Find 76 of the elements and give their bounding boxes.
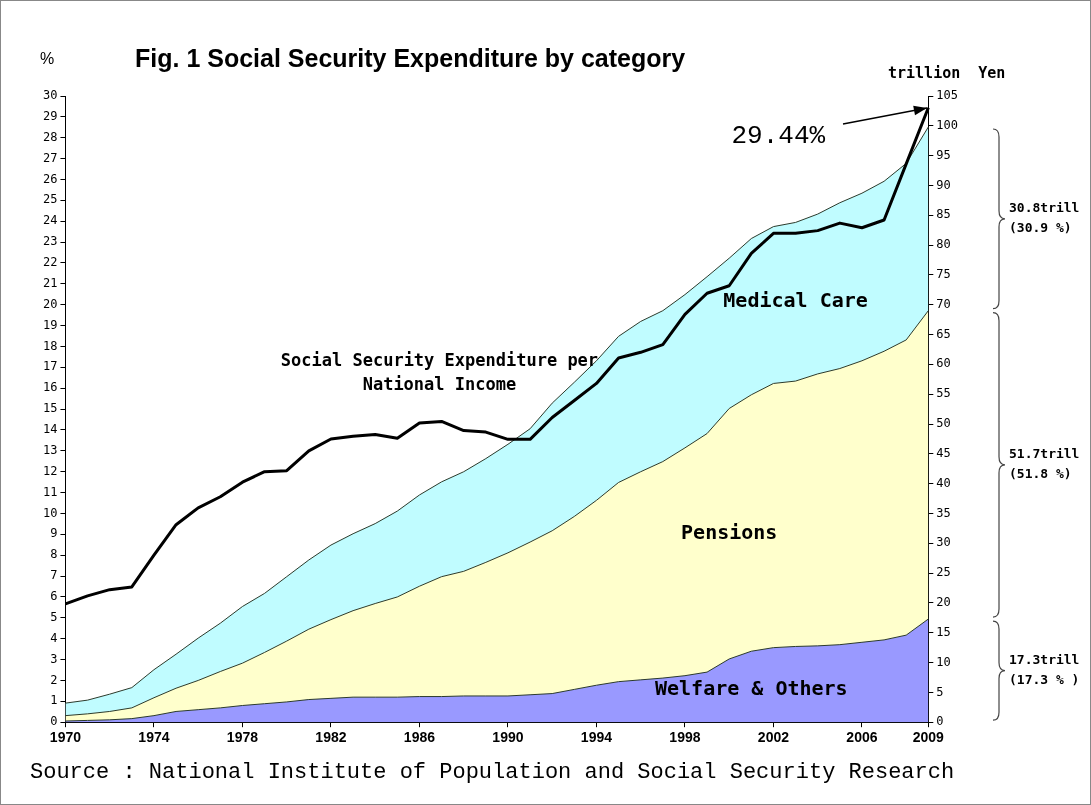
- y-tick-label: 12: [43, 463, 58, 478]
- y2-tick-label: 20: [936, 595, 951, 610]
- y-tick-label: 29: [43, 109, 58, 123]
- x-tick-label: 2002: [757, 729, 790, 746]
- y-tick-label: 26: [43, 171, 58, 186]
- y-tick-label: 8: [50, 547, 58, 562]
- y-tick-label: 15: [43, 401, 58, 416]
- y-tick-label: 28: [43, 129, 58, 144]
- x-tick-label: 2006: [846, 729, 878, 746]
- y2-tick-label: 45: [936, 445, 951, 460]
- y-tick-label: 22: [43, 255, 58, 270]
- y2-tick-label: 10: [936, 654, 951, 669]
- y-tick-label: 27: [43, 150, 58, 165]
- annotation: 29.44%: [731, 120, 826, 151]
- y2-axis-title: trillion Yen: [888, 64, 1006, 82]
- y2-tick-label: 55: [936, 386, 951, 401]
- y2-tick-label: 105: [936, 88, 959, 103]
- x-tick-label: 1978: [226, 729, 259, 746]
- x-tick-label: 1986: [403, 729, 436, 746]
- y-tick-label: 5: [50, 609, 58, 624]
- y2-tick-label: 95: [936, 147, 951, 162]
- y2-tick-label: 0: [936, 714, 944, 729]
- y2-tick-label: 30: [936, 535, 951, 550]
- y-tick-label: 6: [50, 589, 58, 604]
- x-tick-label: 1974: [138, 729, 170, 746]
- y-tick-label: 16: [43, 380, 58, 395]
- y2-tick-label: 25: [936, 565, 951, 580]
- y-tick-label: 11: [43, 484, 58, 499]
- y-tick-label: 9: [50, 526, 58, 541]
- y-tick-label: 13: [43, 442, 58, 457]
- y-tick-label: 2: [50, 672, 58, 687]
- y-tick-label: 30: [43, 88, 58, 103]
- text: 17.3trill (17.3 % ): [1009, 651, 1080, 687]
- y-tick-label: 24: [43, 213, 58, 228]
- y2-tick-label: 65: [936, 326, 951, 341]
- y-tick-label: 18: [43, 338, 58, 353]
- x-tick-label: 1994: [580, 729, 613, 746]
- y2-tick-label: 90: [936, 177, 951, 192]
- x-tick-label: 1998: [669, 729, 701, 746]
- y2-tick-label: 40: [936, 475, 951, 490]
- y-tick-label: 4: [50, 630, 58, 645]
- series-label: Social Security Expenditure per National Income: [280, 349, 599, 394]
- y2-tick-label: 60: [936, 356, 951, 371]
- y-tick-label: 10: [43, 505, 58, 520]
- y2-tick-label: 75: [936, 267, 951, 282]
- y2-tick-label: 35: [936, 505, 951, 520]
- y-tick-label: 7: [50, 568, 58, 583]
- y2-tick-label: 80: [936, 237, 951, 252]
- y-tick-label: 20: [43, 296, 58, 311]
- y2-tick-label: 5: [936, 684, 944, 699]
- x-tick-label: 2009: [912, 729, 945, 746]
- y2-tick-label: 100: [936, 117, 959, 132]
- y-tick-label: 23: [43, 234, 58, 249]
- y-tick-label: 19: [43, 317, 58, 332]
- series-label: Pensions: [681, 519, 778, 544]
- y-tick-label: 14: [43, 422, 58, 437]
- y-tick-label: 21: [43, 275, 58, 290]
- series-label: Welfare & Others: [655, 676, 848, 701]
- y-tick-label: 0: [50, 714, 58, 729]
- y2-tick-label: 15: [936, 624, 951, 639]
- text: 51.7trill (51.8 %): [1009, 446, 1080, 482]
- y2-tick-label: 50: [936, 416, 951, 431]
- text: 30.8trill (30.9 %): [1009, 200, 1080, 236]
- y-axis-title: %: [40, 50, 55, 68]
- y-tick-label: 1: [50, 693, 58, 708]
- x-tick-label: 1970: [49, 729, 82, 746]
- x-tick-label: 1990: [492, 729, 524, 746]
- y-tick-label: 17: [43, 359, 58, 374]
- y2-tick-label: 70: [936, 296, 951, 311]
- chart-title: Fig. 1 Social Security Expenditure by category: [135, 44, 686, 73]
- x-tick-label: 1982: [315, 729, 347, 746]
- source-note: Source : National Institute of Population and Social Security Research: [30, 760, 955, 785]
- series-label: Medical Care: [723, 287, 868, 312]
- y-tick-label: 25: [43, 192, 58, 207]
- y-tick-label: 3: [50, 651, 58, 666]
- y2-tick-label: 85: [936, 207, 951, 222]
